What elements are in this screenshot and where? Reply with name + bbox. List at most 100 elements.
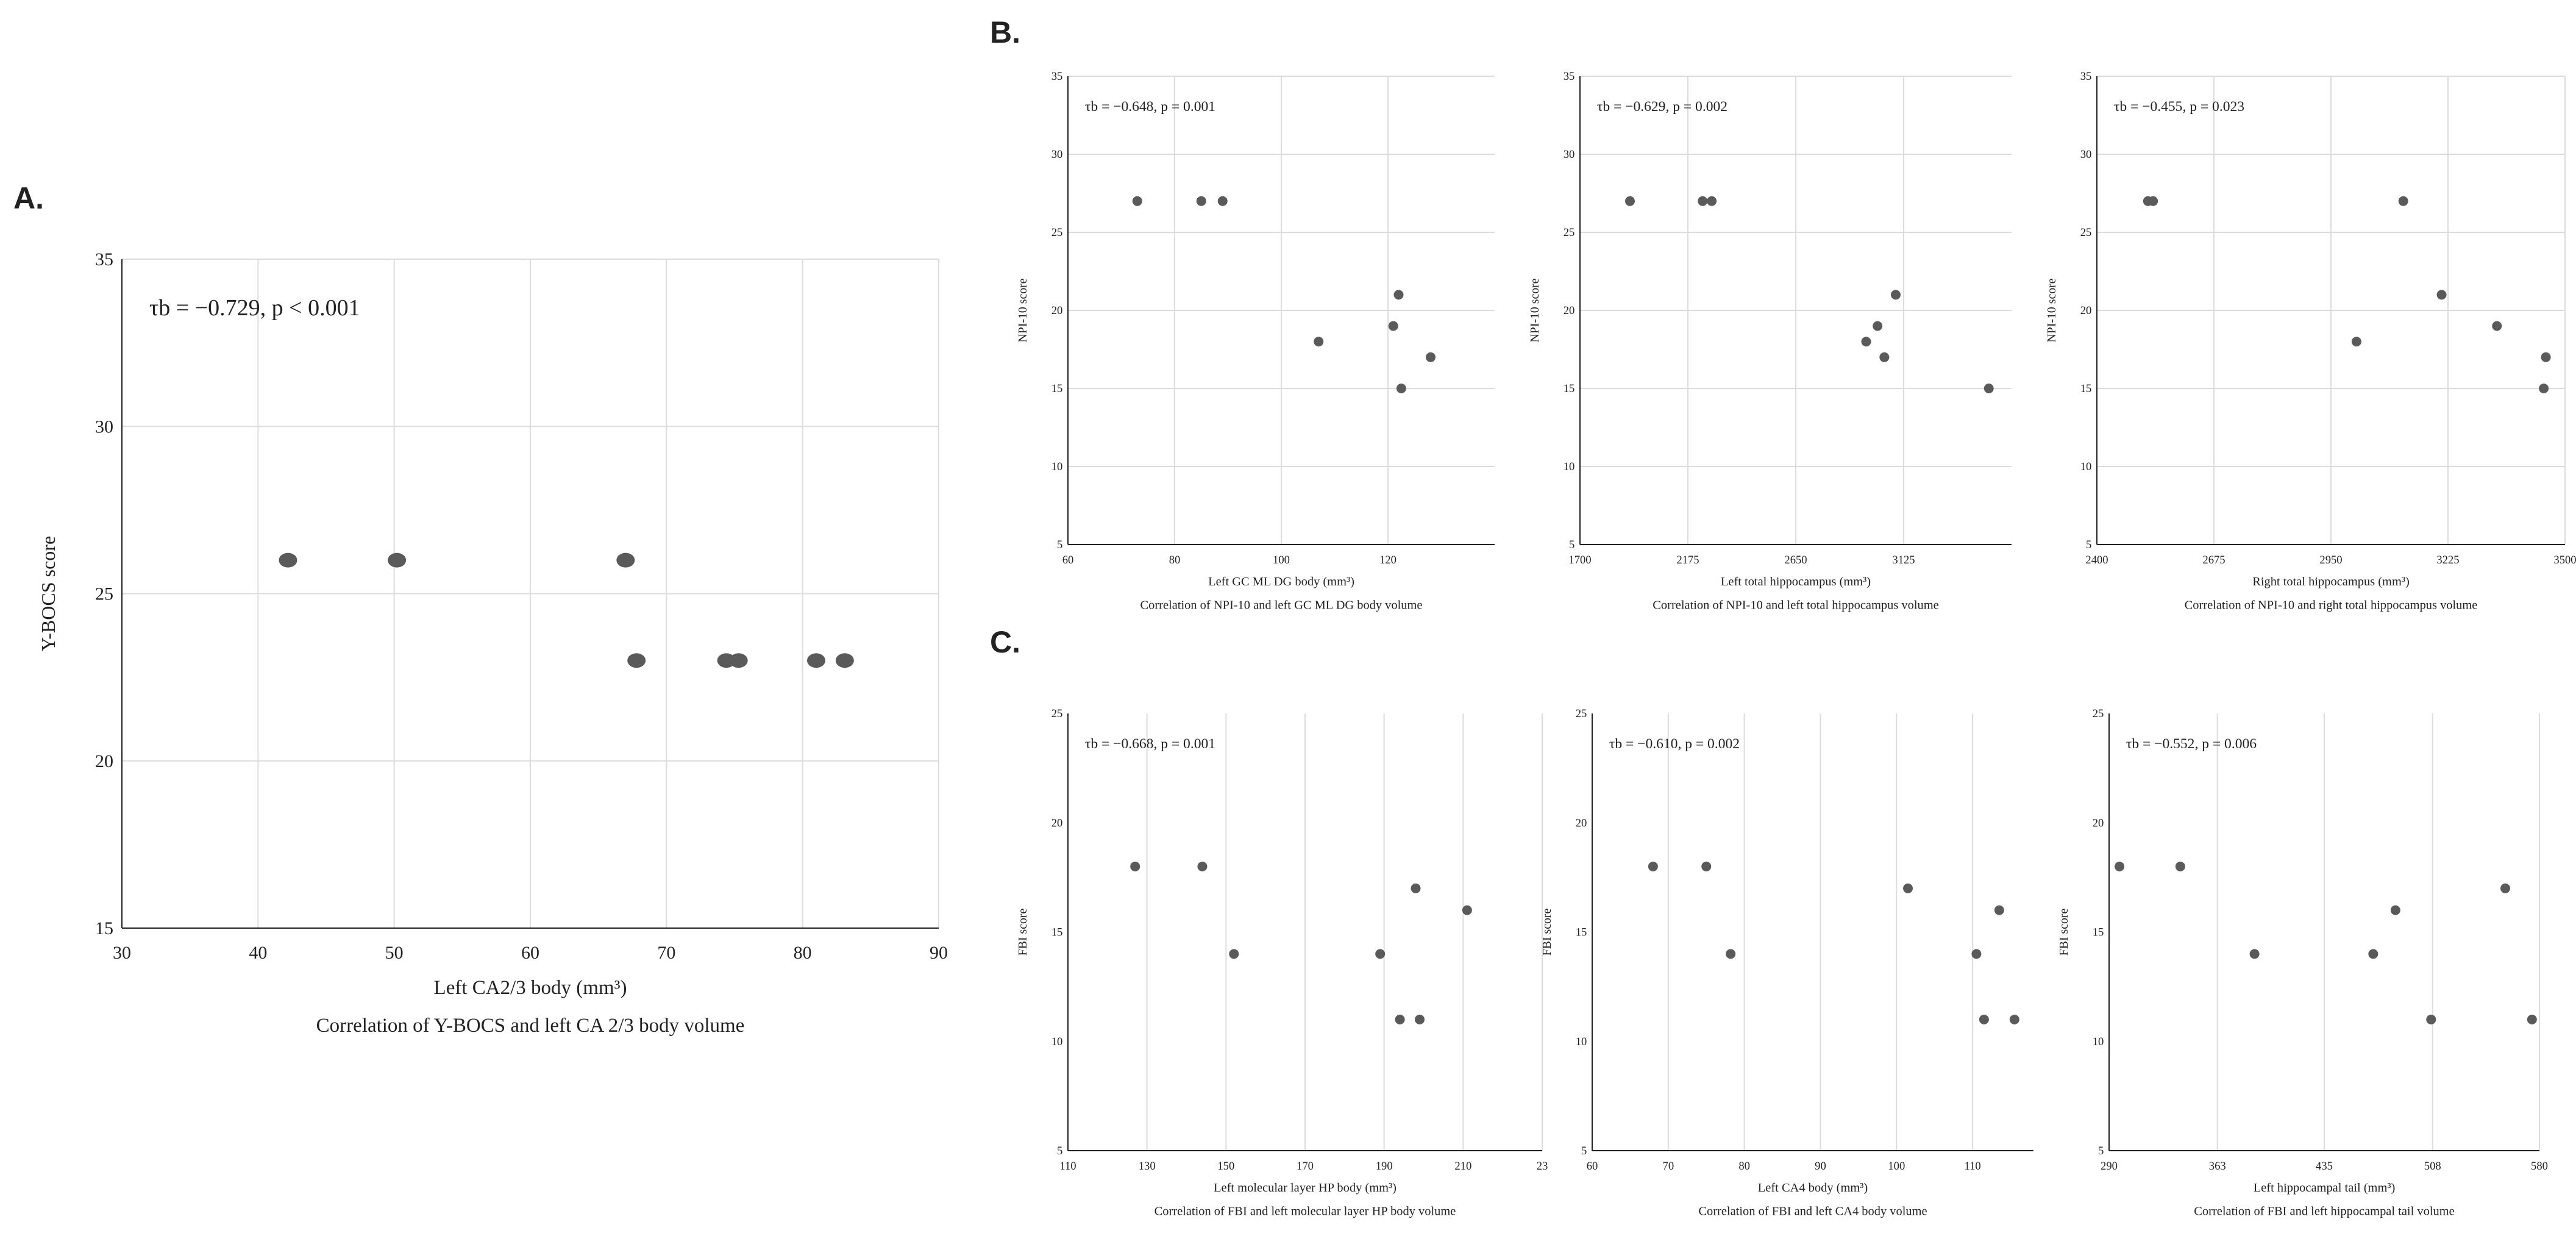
y-tick-label: 5: [2086, 538, 2091, 551]
data-point: [627, 653, 646, 668]
x-tick-label: 40: [249, 943, 267, 963]
correlation-annotation: τb = −0.648, p = 0.001: [1085, 99, 1215, 115]
y-tick-label: 10: [2093, 1035, 2104, 1048]
data-point: [1879, 352, 1890, 362]
data-point: [2541, 352, 2551, 362]
y-tick-label: 15: [2093, 926, 2104, 939]
y-tick-label: 10: [1576, 1035, 1587, 1048]
y-tick-label: 5: [1057, 538, 1062, 551]
x-tick-label: 60: [521, 943, 539, 963]
chart-caption: Correlation of Y-BOCS and left CA 2/3 bo…: [316, 1015, 745, 1037]
y-tick-label: 15: [1564, 382, 1575, 395]
x-tick-label: 80: [1738, 1160, 1750, 1173]
x-tick-label: 110: [1965, 1160, 1981, 1173]
y-tick-label: 25: [1576, 707, 1587, 720]
scatter-chart-b2: 1700 2175 2650 3125 5 10 15 20 25 30 35 τb = −0.629…: [1528, 70, 2012, 612]
y-tick-label: 35: [1564, 70, 1575, 83]
y-axis-label: NPI-10 score: [2045, 278, 2058, 342]
y-tick-label: 5: [1581, 1145, 1587, 1157]
data-point: [2368, 949, 2379, 959]
correlation-annotation: τb = −0.729, p < 0.001: [149, 295, 360, 321]
data-point: [1984, 384, 1994, 393]
data-point: [1979, 1014, 1989, 1024]
x-axis-label: Left CA4 body (mm³): [1758, 1181, 1868, 1195]
data-point: [2115, 861, 2125, 871]
y-tick-label: 25: [1051, 226, 1063, 239]
scatter-chart-c1: 110 130 150 170 190 210 23 5 10 15 20 25 τb = −0.668…: [1016, 707, 1548, 1218]
x-tick-label: 60: [1587, 1160, 1598, 1173]
x-axis-label: Left hippocampal tail (mm³): [2254, 1181, 2396, 1195]
y-tick-label: 35: [2080, 70, 2092, 83]
x-tick-label: 435: [2316, 1160, 2333, 1173]
x-axis-label: Left CA2/3 body (mm³): [434, 977, 627, 999]
y-tick-label: 20: [1051, 304, 1063, 317]
y-tick-label: 15: [1051, 382, 1063, 395]
scatter-chart-a: 30 40 50 60 70 80 90 15 20 25 30 35 τb = −0.729, p <…: [37, 249, 948, 1037]
x-tick-label: 70: [1663, 1160, 1674, 1173]
data-point: [1903, 883, 1913, 893]
data-point: [2398, 196, 2408, 206]
y-tick-label: 30: [2080, 148, 2092, 161]
y-axis-label: FBI score: [1016, 908, 1030, 956]
y-tick-label: 15: [1576, 926, 1587, 939]
x-axis-label: Left GC ML DG body (mm³): [1208, 575, 1354, 588]
x-tick-label: 2175: [1676, 554, 1699, 566]
data-point: [1462, 905, 1472, 915]
x-tick-label: 1700: [1568, 554, 1591, 566]
data-point: [1229, 949, 1239, 959]
data-point: [1396, 384, 1406, 393]
data-point: [2390, 905, 2400, 915]
x-tick-label: 120: [1379, 554, 1397, 566]
data-point: [1197, 861, 1208, 871]
data-point: [1411, 883, 1421, 893]
data-point: [2436, 290, 2447, 300]
data-point: [1196, 196, 1206, 206]
data-point: [2351, 337, 2361, 347]
y-axis-label: NPI-10 score: [1528, 278, 1542, 342]
x-tick-label: 3225: [2436, 554, 2459, 566]
x-tick-label: 23: [1537, 1160, 1548, 1173]
data-point: [1971, 949, 1982, 959]
y-tick-label: 25: [2093, 707, 2104, 720]
correlation-annotation: τb = −0.455, p = 0.023: [2114, 99, 2244, 115]
chart-caption: Correlation of FBI and left hippocampal …: [2194, 1204, 2454, 1218]
x-tick-label: 580: [2531, 1160, 2548, 1173]
x-tick-label: 190: [1376, 1160, 1393, 1173]
data-point: [2527, 1014, 2537, 1024]
x-tick-label: 2400: [2085, 554, 2108, 566]
data-point: [1132, 196, 1142, 206]
y-tick-label: 20: [2093, 817, 2104, 829]
y-axis-label: NPI-10 score: [1016, 278, 1030, 342]
y-tick-label: 15: [2080, 382, 2092, 395]
x-tick-label: 90: [1815, 1160, 1826, 1173]
x-tick-label: 2675: [2202, 554, 2225, 566]
x-tick-label: 100: [1888, 1160, 1905, 1173]
y-tick-label: 5: [1569, 538, 1574, 551]
x-tick-label: 2950: [2319, 554, 2342, 566]
y-tick-label: 35: [1051, 70, 1063, 83]
data-point: [1624, 196, 1635, 206]
y-tick-label: 20: [1564, 304, 1575, 317]
scatter-chart-b3: 2400 2675 2950 3225 3500 5 10 15 20 25 30 35 τb = −0…: [2045, 70, 2576, 612]
data-point: [1994, 905, 2004, 915]
x-tick-label: 80: [794, 943, 812, 963]
y-tick-label: 5: [2098, 1145, 2104, 1157]
data-point: [2426, 1014, 2436, 1024]
y-axis-label: FBI score: [1540, 908, 1554, 956]
y-tick-label: 20: [2080, 304, 2092, 317]
panel-letter-a: A.: [13, 181, 44, 215]
x-tick-label: 2650: [1784, 554, 1807, 566]
y-tick-label: 10: [1051, 460, 1063, 473]
data-point: [1130, 861, 1140, 871]
y-tick-label: 15: [95, 918, 113, 938]
scatter-chart-c3: 290 363 435 508 580 5 10 15 20 25 τb = −0.552, p =…: [2057, 707, 2548, 1218]
chart-caption: Correlation of NPI-10 and left total hip…: [1653, 598, 1938, 612]
x-tick-label: 508: [2424, 1160, 2441, 1173]
x-tick-label: 363: [2209, 1160, 2226, 1173]
chart-caption: Correlation of NPI-10 and left GC ML DG …: [1140, 598, 1423, 612]
correlation-annotation: τb = −0.629, p = 0.002: [1597, 99, 1727, 115]
y-tick-label: 20: [1051, 817, 1063, 829]
x-tick-label: 130: [1139, 1160, 1156, 1173]
y-tick-label: 15: [1051, 926, 1063, 939]
